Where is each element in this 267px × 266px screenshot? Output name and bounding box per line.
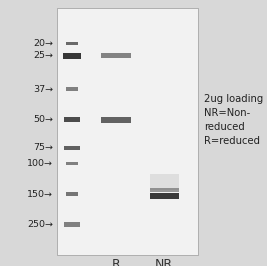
Text: 150→: 150→ (28, 190, 53, 199)
Text: 75→: 75→ (33, 143, 53, 152)
Text: 2ug loading
NR=Non-
reduced
R=reduced: 2ug loading NR=Non- reduced R=reduced (204, 94, 264, 146)
Text: 250→: 250→ (28, 220, 53, 229)
Bar (150, 188, 179, 192)
Text: 50→: 50→ (33, 115, 53, 124)
Text: R: R (112, 258, 120, 266)
Bar (64, 146, 80, 150)
Text: NR: NR (155, 258, 173, 266)
Text: 100→: 100→ (28, 159, 53, 168)
Text: 25→: 25→ (33, 51, 53, 60)
Bar (66, 193, 78, 196)
Bar (101, 53, 131, 58)
Bar (66, 162, 78, 165)
Bar (101, 117, 131, 123)
Bar (66, 87, 78, 91)
Text: 37→: 37→ (33, 85, 53, 94)
Bar (63, 53, 81, 59)
Bar (66, 42, 78, 45)
Text: 20→: 20→ (33, 39, 53, 48)
Bar (64, 222, 80, 227)
Bar (150, 174, 179, 190)
Bar (57, 8, 198, 255)
Bar (150, 193, 179, 199)
Bar (64, 117, 80, 122)
